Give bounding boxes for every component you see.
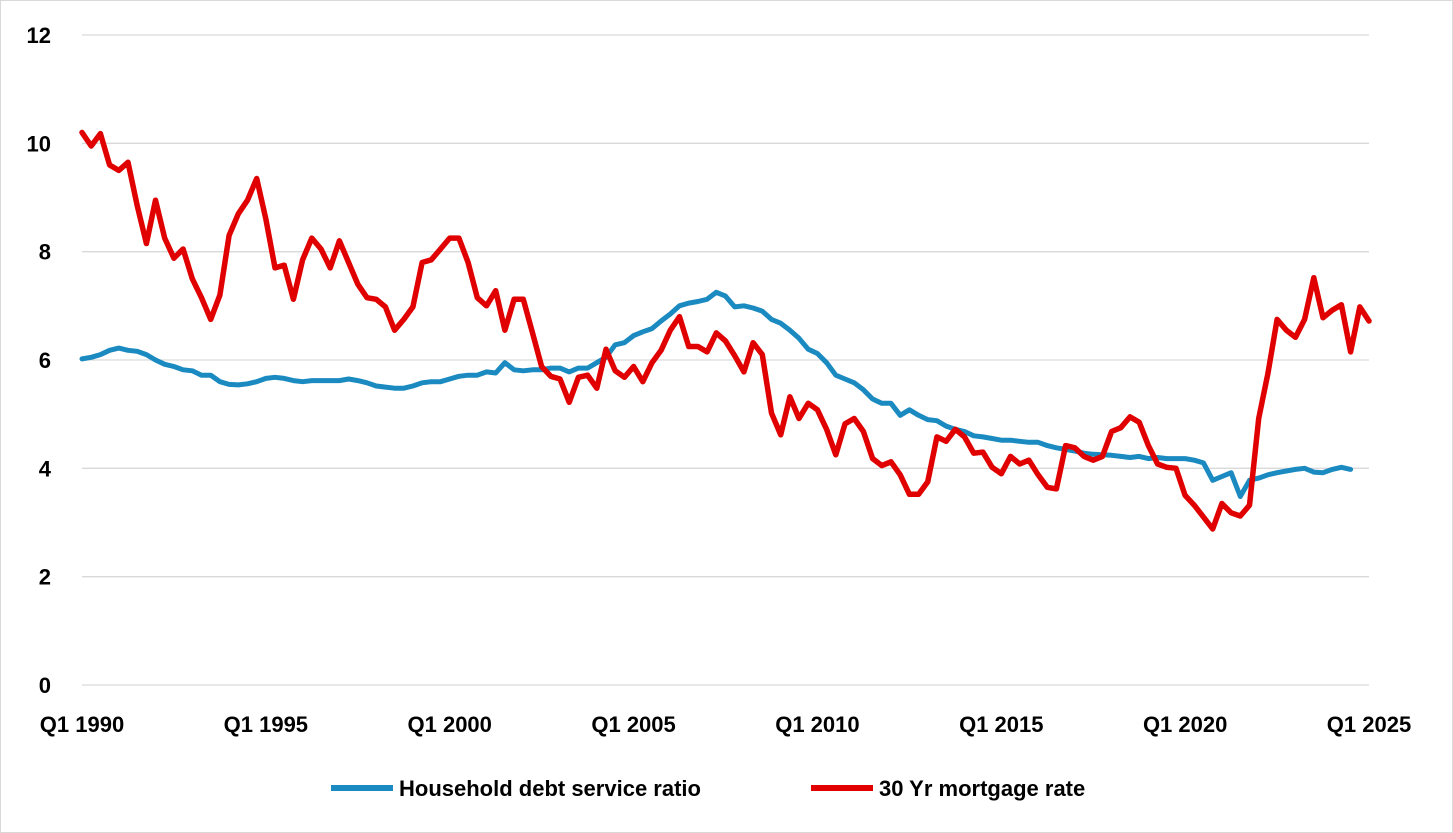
y-tick-label: 12 [27,23,51,48]
x-tick-label: Q1 2020 [1143,712,1227,737]
y-tick-label: 10 [27,131,51,156]
y-axis-tick-labels: 0 2 4 6 8 10 12 [27,23,52,698]
legend-label: Household debt service ratio [399,776,701,801]
x-tick-label: Q1 1995 [224,712,308,737]
series-line-mortgage-rate [79,129,1372,532]
x-tick-label: Q1 2025 [1327,712,1411,737]
y-tick-label: 2 [39,565,51,590]
legend: Household debt service ratio 30 Yr mortga… [331,776,1085,801]
x-tick-label: Q1 2000 [408,712,492,737]
y-tick-label: 6 [39,348,51,373]
y-tick-label: 4 [39,456,52,481]
x-tick-label: Q1 2015 [959,712,1043,737]
y-tick-label: 8 [39,240,51,265]
legend-label: 30 Yr mortgage rate [879,776,1085,801]
y-tick-label: 0 [39,673,51,698]
x-axis-tick-labels: Q1 1990 Q1 1995 Q1 2000 Q1 2005 Q1 2010 Q1 20… [40,712,1411,737]
series-lines [79,129,1372,532]
gridlines [82,34,1369,686]
x-tick-label: Q1 1990 [40,712,124,737]
x-tick-label: Q1 2010 [775,712,859,737]
x-tick-label: Q1 2005 [591,712,675,737]
series-line-debt-service-ratio [79,289,1354,499]
